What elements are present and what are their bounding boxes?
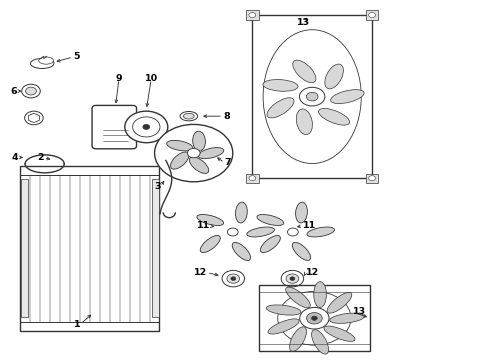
Ellipse shape	[39, 57, 53, 64]
Circle shape	[300, 307, 329, 329]
Text: 12: 12	[194, 268, 207, 277]
Ellipse shape	[266, 305, 301, 315]
Ellipse shape	[232, 242, 250, 261]
Ellipse shape	[247, 227, 274, 237]
Ellipse shape	[171, 152, 189, 169]
Ellipse shape	[257, 215, 284, 225]
Circle shape	[155, 125, 233, 182]
Text: 8: 8	[223, 112, 230, 121]
Ellipse shape	[325, 64, 343, 89]
Ellipse shape	[327, 292, 352, 313]
Circle shape	[143, 125, 150, 130]
Ellipse shape	[268, 319, 299, 334]
Ellipse shape	[307, 227, 335, 237]
Bar	[366, 10, 378, 20]
Circle shape	[187, 148, 200, 158]
Ellipse shape	[260, 235, 280, 252]
Ellipse shape	[318, 108, 350, 125]
Ellipse shape	[296, 109, 313, 135]
Ellipse shape	[180, 112, 197, 121]
Bar	[20, 166, 159, 330]
Circle shape	[312, 316, 318, 320]
Text: 11: 11	[196, 221, 210, 230]
Ellipse shape	[293, 242, 311, 261]
Circle shape	[25, 87, 36, 95]
Text: 13: 13	[352, 307, 366, 316]
Circle shape	[28, 114, 39, 122]
Circle shape	[133, 117, 160, 137]
Ellipse shape	[314, 282, 326, 307]
Circle shape	[227, 274, 240, 283]
Circle shape	[368, 176, 375, 181]
Ellipse shape	[330, 313, 365, 323]
Text: 1: 1	[74, 320, 80, 329]
Ellipse shape	[312, 330, 328, 354]
Circle shape	[231, 277, 236, 280]
Text: 11: 11	[303, 221, 316, 230]
Text: 13: 13	[297, 18, 310, 27]
Circle shape	[227, 228, 238, 236]
Ellipse shape	[189, 157, 209, 174]
Bar	[246, 174, 259, 183]
Text: 6: 6	[10, 86, 17, 95]
FancyBboxPatch shape	[92, 105, 137, 149]
Text: 9: 9	[116, 75, 122, 84]
Text: 2: 2	[37, 153, 44, 162]
Text: 4: 4	[11, 153, 18, 162]
Ellipse shape	[183, 113, 194, 119]
Text: 5: 5	[73, 53, 79, 62]
Circle shape	[286, 274, 299, 283]
Circle shape	[22, 84, 40, 98]
Bar	[246, 10, 259, 20]
Polygon shape	[28, 113, 39, 123]
Ellipse shape	[324, 326, 355, 341]
Ellipse shape	[263, 80, 298, 91]
Bar	[366, 174, 378, 183]
Circle shape	[307, 312, 322, 324]
Ellipse shape	[286, 287, 310, 308]
Ellipse shape	[30, 58, 54, 68]
Text: 3: 3	[154, 182, 160, 191]
Circle shape	[249, 176, 256, 181]
Bar	[152, 179, 159, 318]
Circle shape	[299, 87, 325, 106]
Ellipse shape	[331, 90, 364, 104]
Circle shape	[306, 92, 318, 101]
Circle shape	[368, 13, 375, 18]
Circle shape	[290, 277, 295, 280]
Text: 12: 12	[306, 268, 319, 277]
Ellipse shape	[200, 235, 220, 252]
Ellipse shape	[236, 202, 247, 223]
Circle shape	[281, 270, 304, 287]
Circle shape	[24, 111, 43, 125]
Ellipse shape	[197, 215, 223, 225]
Ellipse shape	[290, 327, 306, 351]
Bar	[21, 179, 27, 318]
Circle shape	[249, 13, 256, 18]
Bar	[252, 15, 372, 178]
Ellipse shape	[295, 202, 307, 223]
Ellipse shape	[193, 131, 205, 151]
Circle shape	[222, 270, 245, 287]
Ellipse shape	[267, 98, 294, 118]
Ellipse shape	[167, 140, 193, 151]
Text: 10: 10	[145, 75, 158, 84]
Ellipse shape	[198, 148, 224, 159]
Circle shape	[125, 111, 168, 143]
Text: 7: 7	[224, 158, 231, 167]
Bar	[259, 285, 370, 351]
Circle shape	[288, 228, 298, 236]
Ellipse shape	[293, 60, 316, 83]
